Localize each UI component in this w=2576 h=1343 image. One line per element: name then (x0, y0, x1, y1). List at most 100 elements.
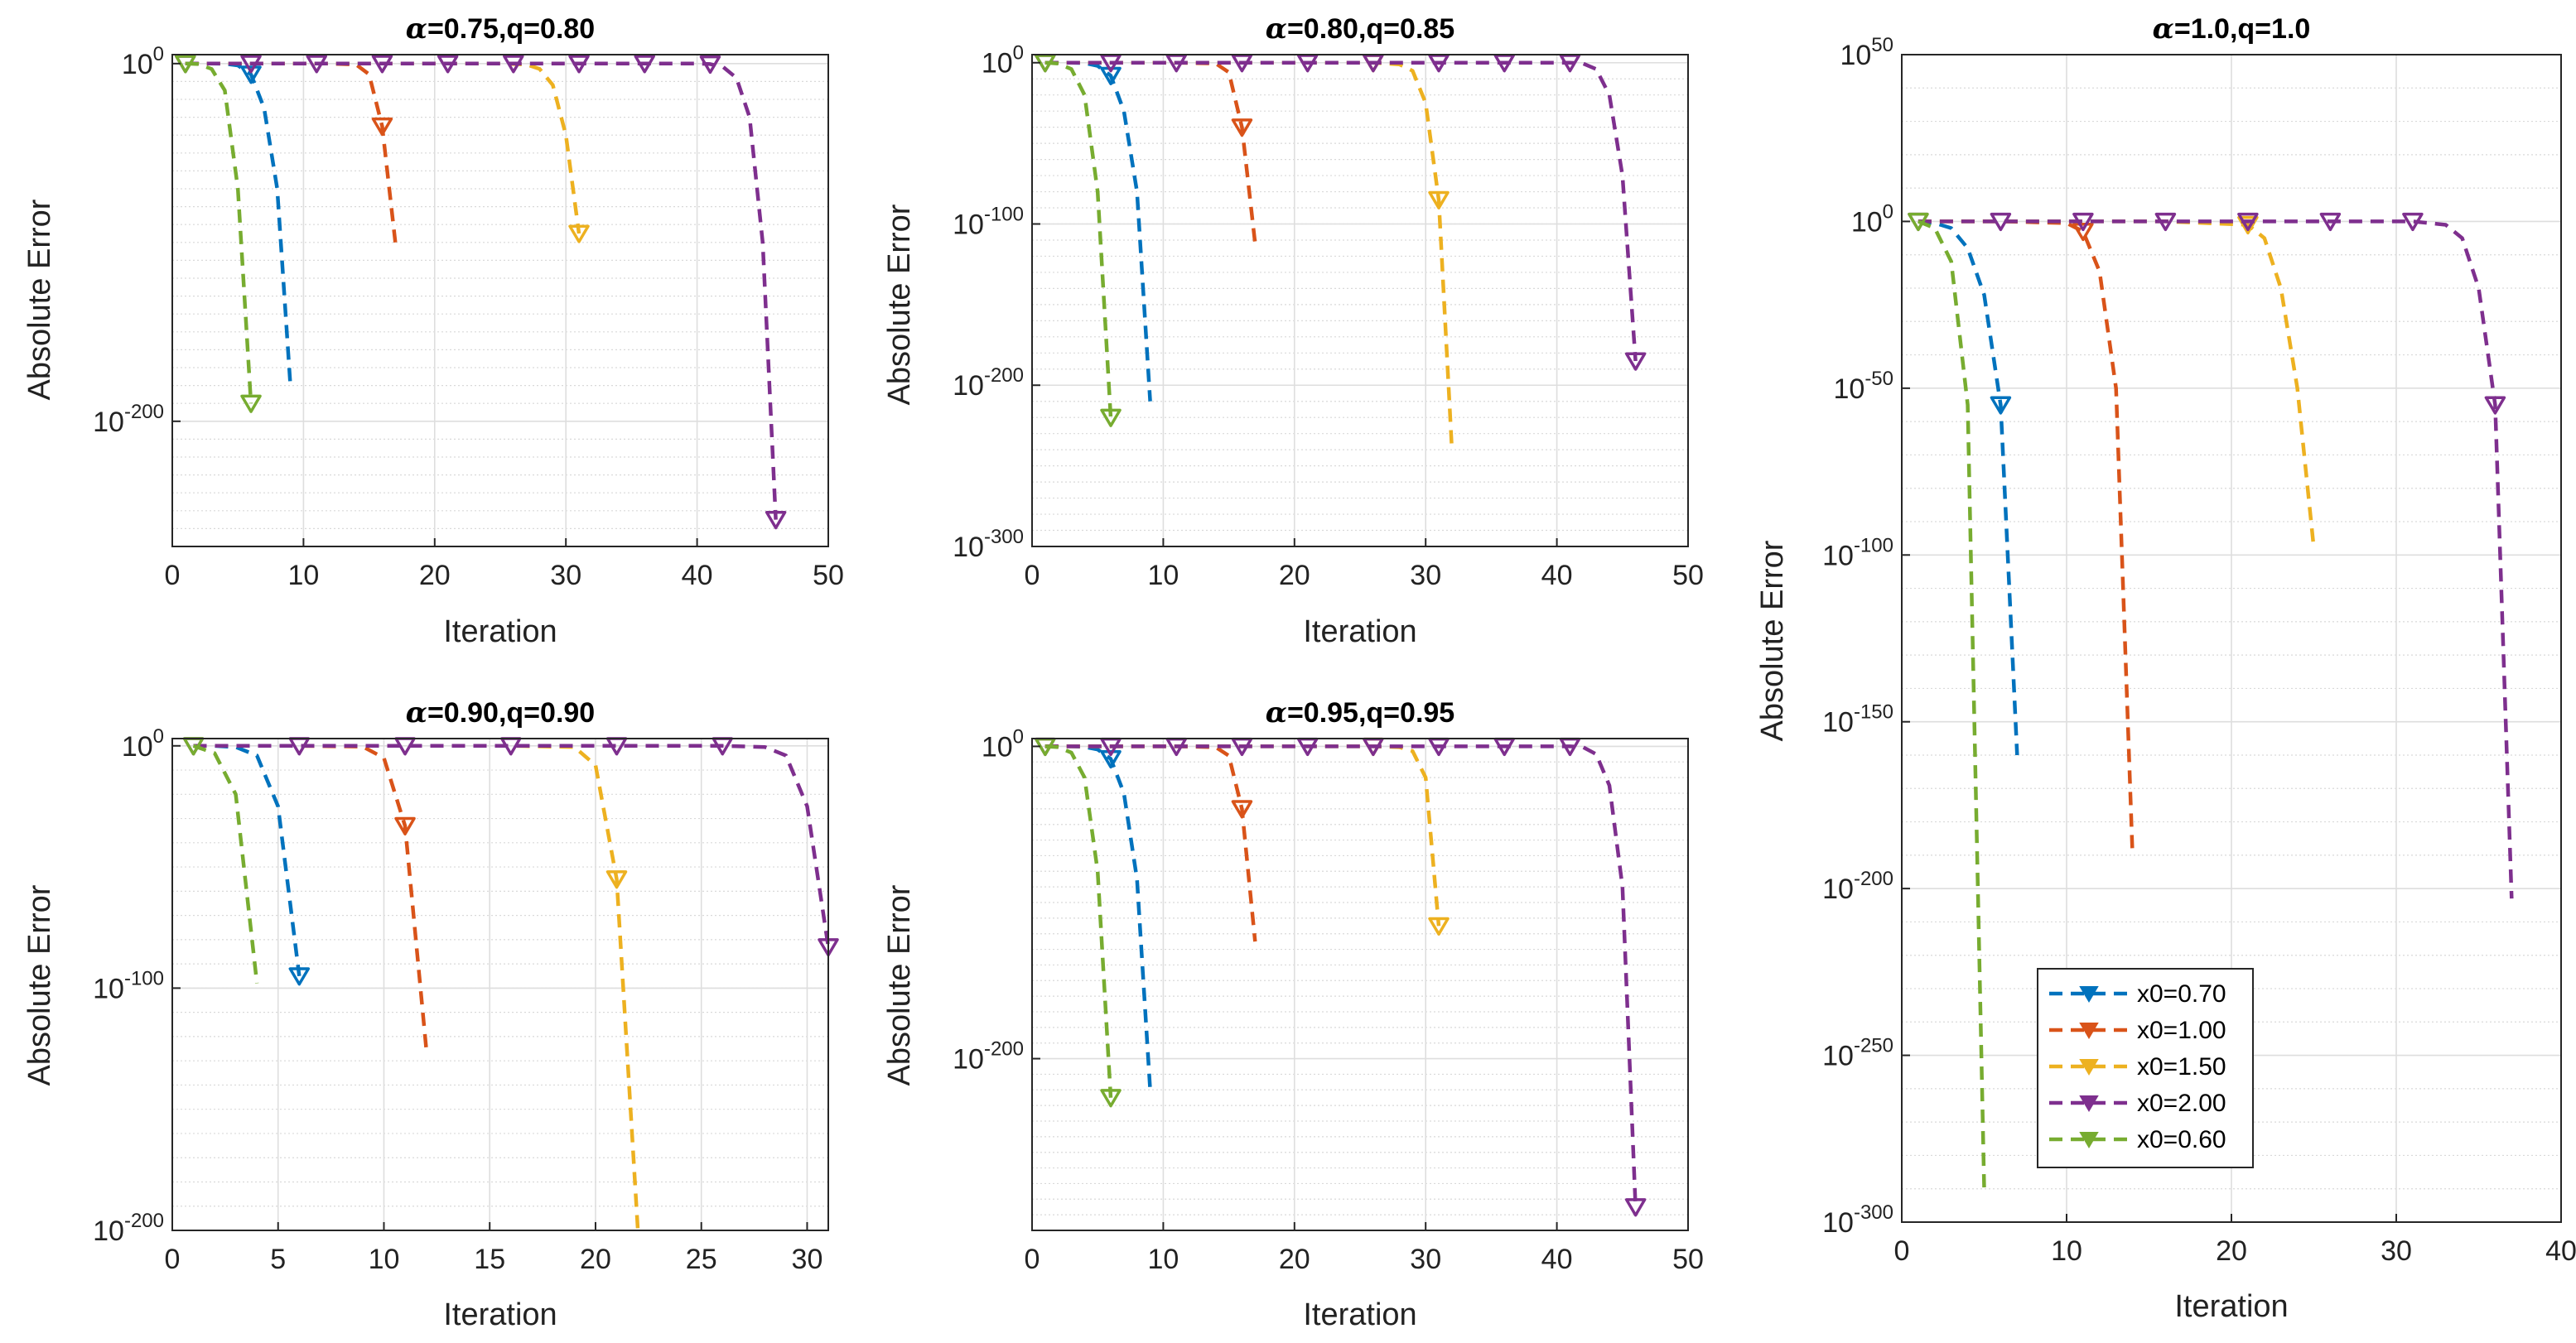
data-point-marker (1990, 212, 2012, 232)
y-tick-label: 10-100 (953, 203, 1024, 240)
x-tick-label: 20 (1279, 1244, 1310, 1275)
data-point-marker (2402, 212, 2424, 232)
legend-marker (2079, 1132, 2099, 1148)
data-point-marker (503, 55, 524, 74)
data-point-marker (765, 511, 787, 530)
series-x0=2.00 (175, 55, 787, 530)
x-tick-label: 25 (686, 1244, 717, 1275)
series-line (192, 744, 259, 984)
legend-label: x0=1.00 (2137, 1017, 2226, 1044)
x-tick-label: 10 (287, 560, 319, 591)
x-axis-label: Iteration (443, 1297, 557, 1332)
data-point-marker (288, 967, 311, 986)
data-point-marker (240, 55, 262, 74)
x-tick-label: 50 (1672, 1244, 1704, 1275)
series-line (193, 744, 831, 947)
legend-label: x0=1.50 (2137, 1053, 2226, 1081)
data-point-marker (2072, 212, 2094, 232)
x-tick-label: 0 (1894, 1235, 1910, 1267)
series-line (185, 61, 778, 520)
y-tick-label: 10-300 (953, 526, 1024, 563)
x-tick-label: 0 (1025, 560, 1040, 591)
legend: x0=0.70 x0=1.00 x0=1.50 x0=2.00 x0=0.60 (2037, 968, 2254, 1168)
data-point-marker (371, 55, 393, 74)
data-point-marker (437, 55, 459, 74)
data-point-marker (1231, 800, 1253, 819)
legend-marker (2079, 986, 2099, 1003)
x-tick-label: 0 (165, 560, 181, 591)
panel-title: α=0.90,q=0.90 (406, 696, 595, 729)
data-point-marker (699, 55, 721, 75)
plot-area (1032, 55, 1688, 546)
x-tick-label: 20 (1279, 560, 1310, 591)
legend-label: x0=0.60 (2137, 1126, 2226, 1153)
data-point-marker (2484, 396, 2506, 415)
x-tick-label: 10 (369, 1244, 400, 1275)
y-tick-label: 100 (982, 725, 1024, 763)
axes-frame (1031, 54, 1689, 547)
series-line (1044, 744, 1113, 1098)
series-line (1918, 219, 2135, 855)
x-tick-label: 40 (1541, 1244, 1573, 1275)
y-tick-label: 10-200 (953, 364, 1024, 402)
plot-area (172, 55, 828, 546)
x-tick-label: 30 (792, 1244, 823, 1275)
series-x0=1.00 (1918, 219, 2135, 855)
series-line (1044, 60, 1638, 362)
y-tick-label: 1050 (1840, 34, 1893, 71)
x-axis-label: Iteration (1303, 614, 1416, 649)
series-line (1918, 219, 2019, 756)
data-point-marker (1231, 118, 1253, 137)
data-point-marker (1428, 917, 1450, 936)
x-tick-label: 5 (270, 1244, 286, 1275)
data-point-marker (240, 65, 262, 84)
legend-marker (2079, 1023, 2099, 1039)
data-point-marker (1100, 749, 1122, 769)
data-point-marker (306, 55, 327, 74)
series-line (1918, 219, 1986, 1189)
data-point-marker (394, 816, 416, 835)
x-tick-label: 20 (580, 1244, 611, 1275)
x-tick-label: 40 (2545, 1235, 2576, 1267)
x-tick-label: 10 (1147, 560, 1179, 591)
x-tick-label: 0 (1025, 1244, 1040, 1275)
series-line (1044, 60, 1152, 402)
data-point-marker (568, 224, 590, 243)
x-tick-label: 20 (419, 560, 451, 591)
y-tick-label: 10-200 (953, 1038, 1024, 1076)
legend-entry: x0=0.70 (2049, 980, 2226, 1008)
series-line (1044, 60, 1113, 418)
series-x0=0.70 (1044, 744, 1152, 1090)
legend-marker (2079, 1059, 2099, 1076)
panel-alpha-0.90: α=0.90,q=0.90 Iteration Absolute Error 0… (22, 696, 839, 1332)
legend-entry: x0=2.00 (2049, 1090, 2226, 1117)
panel-alpha-0.95: α=0.95,q=0.95 Iteration Absolute Error 0… (882, 696, 1704, 1332)
data-point-marker (1908, 212, 1929, 232)
x-axis-label: Iteration (443, 614, 557, 649)
y-tick-label: 10-250 (1822, 1035, 1893, 1072)
y-tick-label: 10-300 (1822, 1201, 1893, 1239)
data-point-marker (1990, 396, 2012, 415)
plot-area (1032, 739, 1688, 1230)
grid (171, 739, 828, 1231)
panel-title: α=1.0,q=1.0 (2153, 12, 2311, 46)
x-tick-label: 20 (2216, 1235, 2247, 1267)
x-tick-label: 30 (1410, 1244, 1441, 1275)
y-tick-label: 100 (982, 42, 1024, 79)
x-tick-label: 10 (1147, 1244, 1179, 1275)
x-tick-label: 0 (165, 1244, 181, 1275)
y-tick-label: 10-200 (1822, 868, 1893, 905)
series-x0=0.70 (193, 744, 311, 986)
legend-label: x0=0.70 (2137, 980, 2226, 1008)
data-point-marker (2237, 215, 2259, 235)
data-point-marker (1100, 408, 1122, 427)
data-point-marker (2237, 212, 2259, 232)
legend-label: x0=2.00 (2137, 1090, 2226, 1117)
y-axis-label: Absolute Error (882, 204, 917, 405)
legend-marker (2079, 1095, 2099, 1112)
x-tick-label: 10 (2051, 1235, 2082, 1267)
data-point-marker (240, 394, 262, 413)
data-point-marker (2154, 212, 2177, 232)
y-axis-label: Absolute Error (22, 884, 57, 1085)
